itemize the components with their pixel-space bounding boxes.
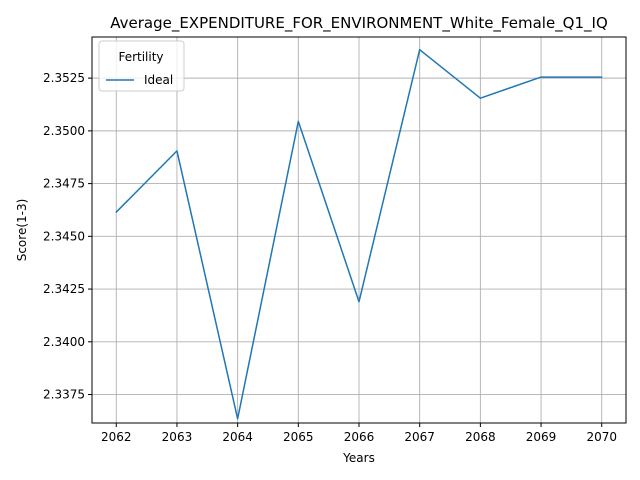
x-axis-label: Years (342, 451, 375, 465)
chart-title: Average_EXPENDITURE_FOR_ENVIRONMENT_Whit… (110, 14, 608, 33)
x-tick-label: 2062 (101, 430, 132, 444)
x-tick-label: 2068 (465, 430, 496, 444)
x-tick-label: 2064 (222, 430, 253, 444)
y-tick-label: 2.3500 (43, 124, 85, 138)
x-tick-label: 2069 (526, 430, 557, 444)
legend-title: Fertility (118, 50, 163, 64)
y-tick-label: 2.3375 (43, 388, 85, 402)
series-layer (115, 48, 603, 420)
legend-box (98, 40, 185, 92)
y-tick-label: 2.3525 (43, 71, 85, 85)
x-tick-label: 2067 (404, 430, 435, 444)
legend-label-ideal: Ideal (144, 73, 173, 87)
y-axis-label: Score(1-3) (15, 199, 29, 262)
y-tick-label: 2.3425 (43, 282, 85, 296)
y-axis: 2.3375 2.3400 2.3425 2.3450 2.3475 2.3500 2.35… (43, 71, 92, 402)
x-tick-label: 2066 (344, 430, 375, 444)
x-axis: 2062 2063 2064 2065 2066 2067 2068 2069 2070 (101, 423, 617, 444)
y-tick-label: 2.3475 (43, 177, 85, 191)
legend: Fertility Ideal (98, 40, 185, 92)
x-tick-label: 2065 (283, 430, 314, 444)
x-tick-label: 2070 (586, 430, 617, 444)
y-tick-label: 2.3400 (43, 335, 85, 349)
y-tick-label: 2.3450 (43, 229, 85, 243)
grid (92, 37, 626, 423)
x-tick-label: 2063 (162, 430, 193, 444)
